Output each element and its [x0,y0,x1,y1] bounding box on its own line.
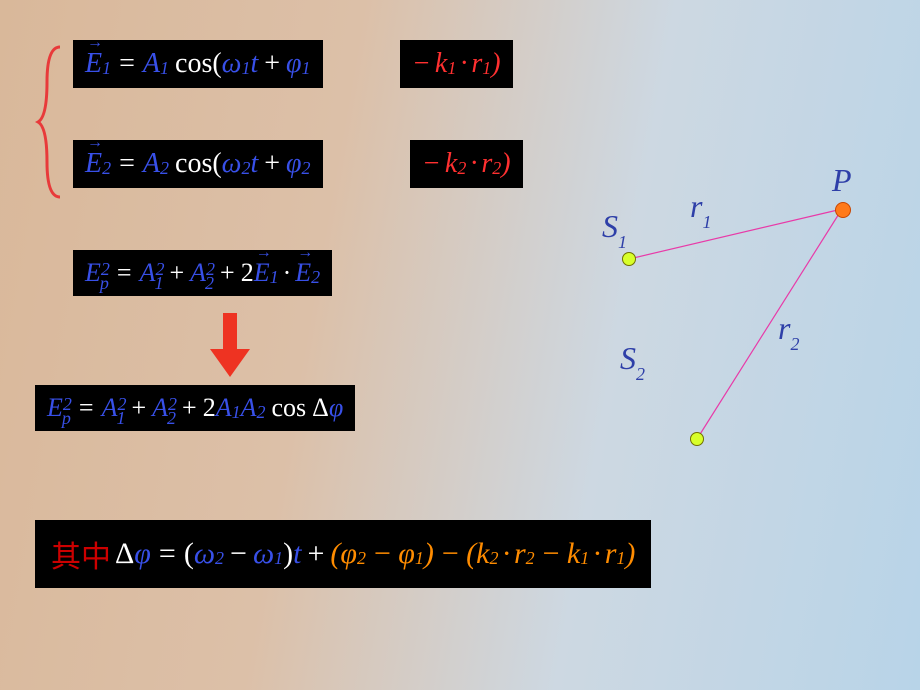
equation-ep-cos: E2p = A21 + A22 + 2A1A2 cos Δφ [35,385,355,431]
equation-ep-vec: E2p = A21 + A22 + 2E1 · E2 [73,250,332,296]
point-s2 [690,432,704,446]
point-s1 [622,252,636,266]
label-r2: r2 [778,310,799,351]
label-s2: S2 [620,340,645,381]
left-brace [35,42,65,202]
equation-delta-phi: 其中 Δφ = (ω2 −ω1)t + (φ2 −φ1) − (k2 ·r2 −… [35,520,651,588]
wave-source-diagram: S1 S2 P r1 r2 [580,160,880,460]
label-p: P [832,162,852,199]
equation-e1-red: −k1 ·r1) [400,40,513,88]
equation-e2-red: −k2 ·r2) [410,140,523,188]
diagram-lines [580,160,880,460]
where-label: 其中 [51,532,111,576]
point-p [835,202,851,218]
equation-e2: E2 = A2 cos(ω2t +φ2 [73,140,323,188]
equation-e1: E1 = A1 cos(ω1t +φ1 [73,40,323,88]
label-r1: r1 [690,188,711,229]
arrow-down-icon [210,313,250,383]
label-s1: S1 [602,208,627,249]
